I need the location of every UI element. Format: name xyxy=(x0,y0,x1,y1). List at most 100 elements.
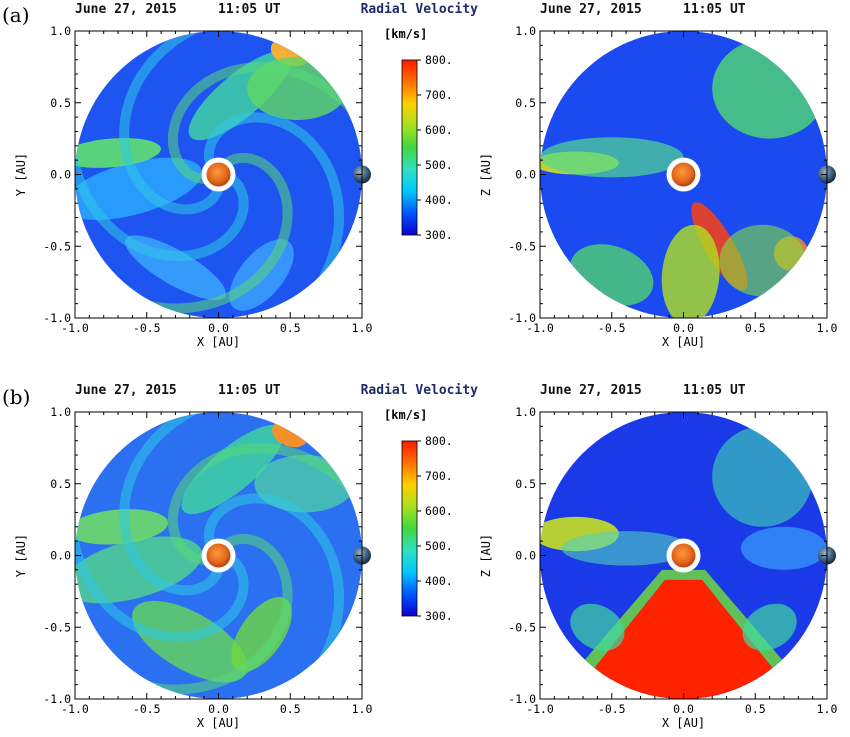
panel-b-left: -1.0 -0.5 0.0 0.5 1.0 1.0 0.5 0.0 -0.5 -1.0 X [AU]… xyxy=(14,383,478,730)
x-tick-label: 0.0 xyxy=(673,321,694,335)
spiral-arm xyxy=(203,112,345,313)
y-tick-label: 0.0 xyxy=(50,549,71,563)
x-tick-label: 0.5 xyxy=(280,321,301,335)
y-axis-label: Z [AU] xyxy=(479,534,493,577)
colorbar-tick-label: 400. xyxy=(425,574,453,588)
velocity-stream xyxy=(712,426,813,527)
panel-date: June 27, 2015 xyxy=(75,383,177,398)
colorbar-tick-label: 500. xyxy=(425,539,453,553)
colorbar-gradient-bar xyxy=(401,59,418,236)
velocity-stream xyxy=(231,597,292,672)
y-axis-label: Y [AU] xyxy=(14,153,28,196)
colorbar-unit: [km/s] xyxy=(384,27,427,41)
panel-a-right: -1.0 -0.5 0.0 0.5 1.0 1.0 0.5 0.0 -0.5 -1.0 X [AU]… xyxy=(479,2,837,349)
velocity-stream xyxy=(740,526,827,570)
y-tick-label: -1.0 xyxy=(508,692,536,706)
velocity-stream xyxy=(561,531,691,566)
y-tick-label: 1.0 xyxy=(50,405,71,419)
fast-wind-cone xyxy=(590,579,777,699)
velocity-stream xyxy=(742,603,797,651)
spiral-arm xyxy=(75,492,249,643)
x-tick-label: -1.0 xyxy=(61,702,89,716)
y-tick-label: -1.0 xyxy=(43,311,71,325)
x-axis-label: X [AU] xyxy=(197,335,240,349)
colorbar-tick-label: 300. xyxy=(425,228,453,242)
panel-time: 11:05 UT xyxy=(218,2,281,17)
y-tick-label: 0.0 xyxy=(50,168,71,182)
y-axis-label: Z [AU] xyxy=(479,153,493,196)
panel-time: 11:05 UT xyxy=(218,383,281,398)
x-axis-label: X [AU] xyxy=(197,716,240,730)
x-tick-label: -0.5 xyxy=(598,702,626,716)
x-tick-label: -0.5 xyxy=(598,321,626,335)
x-tick-label: -0.5 xyxy=(133,321,161,335)
colorbar-gradient-bar xyxy=(401,440,418,617)
panel-date: June 27, 2015 xyxy=(540,2,642,17)
spiral-arm xyxy=(167,443,362,565)
y-tick-label: -0.5 xyxy=(508,620,536,634)
x-tick-label: 1.0 xyxy=(817,702,838,716)
x-tick-label: 0.0 xyxy=(208,321,229,335)
x-tick-label: 1.0 xyxy=(352,321,373,335)
sun-icon xyxy=(671,543,696,568)
colorbar-tick-label: 400. xyxy=(425,193,453,207)
spiral-arm xyxy=(112,152,293,314)
velocity-stream xyxy=(661,224,720,318)
x-tick-label: 1.0 xyxy=(352,702,373,716)
x-tick-label: 0.5 xyxy=(745,702,766,716)
velocity-stream xyxy=(712,38,827,139)
colorbar-tick-label: 800. xyxy=(425,53,453,67)
x-tick-label: 0.5 xyxy=(745,321,766,335)
panel-date: June 27, 2015 xyxy=(75,2,177,17)
y-tick-label: 0.5 xyxy=(515,96,536,110)
x-tick-label: -0.5 xyxy=(133,702,161,716)
colorbar-tick-label: 500. xyxy=(425,158,453,172)
x-axis-label: X [AU] xyxy=(662,716,705,730)
x-tick-label: 1.0 xyxy=(817,321,838,335)
colorbar-unit: [km/s] xyxy=(384,408,427,422)
velocity-stream xyxy=(132,600,248,683)
x-tick-label: 0.5 xyxy=(280,702,301,716)
panel-row-label: (a) xyxy=(2,3,30,27)
spiral-arm xyxy=(203,493,345,694)
y-tick-label: 1.0 xyxy=(50,24,71,38)
y-tick-label: 0.0 xyxy=(515,549,536,563)
velocity-field xyxy=(540,38,827,318)
sun-icon xyxy=(206,543,231,568)
y-tick-label: -1.0 xyxy=(508,311,536,325)
panel-title: Radial Velocity xyxy=(361,383,479,398)
y-tick-label: 0.5 xyxy=(50,477,71,491)
panel-title: Radial Velocity xyxy=(361,2,479,17)
x-tick-label: -1.0 xyxy=(61,321,89,335)
x-tick-label: -1.0 xyxy=(526,702,554,716)
x-axis-label: X [AU] xyxy=(662,335,705,349)
velocity-field xyxy=(540,426,827,699)
velocity-stream xyxy=(540,137,684,178)
velocity-field xyxy=(75,412,362,695)
colorbar: [km/s] 800. 700. 600. 500. 400. 300. xyxy=(384,408,453,623)
y-tick-label: 0.5 xyxy=(50,96,71,110)
colorbar-tick-label: 700. xyxy=(425,469,453,483)
y-tick-label: -0.5 xyxy=(508,239,536,253)
colorbar-tick-label: 700. xyxy=(425,88,453,102)
velocity-stream xyxy=(719,224,806,297)
panel-a-left: -1.0 -0.5 0.0 0.5 1.0 1.0 0.5 0.0 -0.5 -1.0 X [AU]… xyxy=(14,2,478,349)
velocity-stream xyxy=(75,157,203,220)
panel-time: 11:05 UT xyxy=(683,2,746,17)
velocity-stream xyxy=(75,509,169,545)
colorbar-tick-label: 600. xyxy=(425,504,453,518)
velocity-field xyxy=(75,31,362,314)
spiral-arm xyxy=(75,111,249,262)
panel-row-label: (b) xyxy=(2,385,30,409)
colorbar-tick-label: 800. xyxy=(425,434,453,448)
spiral-arm xyxy=(167,62,362,184)
spiral-arm xyxy=(119,31,234,215)
y-tick-label: 1.0 xyxy=(515,405,536,419)
colorbar-tick-label: 300. xyxy=(425,609,453,623)
velocity-stream xyxy=(570,603,625,651)
panel-b-right: -1.0 -0.5 0.0 0.5 1.0 1.0 0.5 0.0 -0.5 -1.0 X [AU]… xyxy=(479,383,837,730)
x-tick-label: 0.0 xyxy=(673,702,694,716)
y-axis-label: Y [AU] xyxy=(14,534,28,577)
x-tick-label: 0.0 xyxy=(208,702,229,716)
